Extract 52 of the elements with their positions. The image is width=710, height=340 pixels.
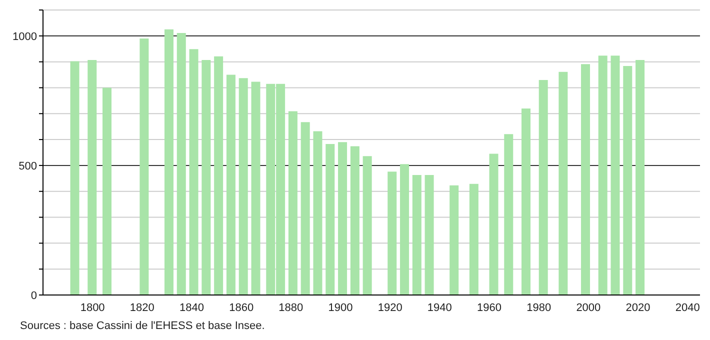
x-tick-label: 1820 [130,302,154,314]
bar [102,88,112,295]
x-tick-label: 1840 [180,302,204,314]
bar [636,60,645,295]
bar [388,172,397,295]
bar [251,82,260,295]
y-tick-label: 0 [30,290,37,302]
bar [214,56,224,295]
bar [580,64,590,295]
bar [558,72,568,295]
bar [288,111,298,295]
x-tick-label: 2000 [576,302,601,314]
bar [338,142,348,295]
x-tick-label: 2040 [675,302,700,314]
bar [140,38,149,295]
bar [450,185,459,295]
bar [469,184,478,295]
bar [598,56,608,295]
bar [400,164,410,295]
bar [313,131,322,295]
bar [412,175,422,295]
x-tick-label: 1860 [229,302,254,314]
x-tick-label: 2020 [626,302,650,314]
bar [521,108,530,295]
bar [238,78,248,295]
bar [164,29,174,295]
source-note: Sources : base Cassini de l'EHESS et base Insee. [20,320,265,332]
x-tick-label: 1980 [526,302,552,314]
x-tick-label: 1880 [278,302,304,314]
y-tick-label: 500 [18,160,37,172]
bar [623,66,632,295]
bar [610,56,620,295]
bar [300,122,310,295]
bar [424,175,434,295]
bar [504,134,514,295]
bar [70,61,80,295]
x-tick-label: 1900 [328,302,353,314]
bar [489,154,498,295]
x-tick-label: 1940 [427,302,452,314]
bar [362,156,372,295]
bar [189,49,198,295]
bar [538,80,548,295]
bar [226,74,236,295]
bar [202,60,211,295]
bar [326,144,335,295]
x-tick-label: 1800 [80,302,105,314]
x-tick-label: 1960 [477,302,502,314]
bar [176,33,186,295]
x-tick-label: 1920 [378,302,402,314]
y-tick-label: 1000 [12,30,37,43]
bar [88,60,97,295]
bar [350,146,360,295]
